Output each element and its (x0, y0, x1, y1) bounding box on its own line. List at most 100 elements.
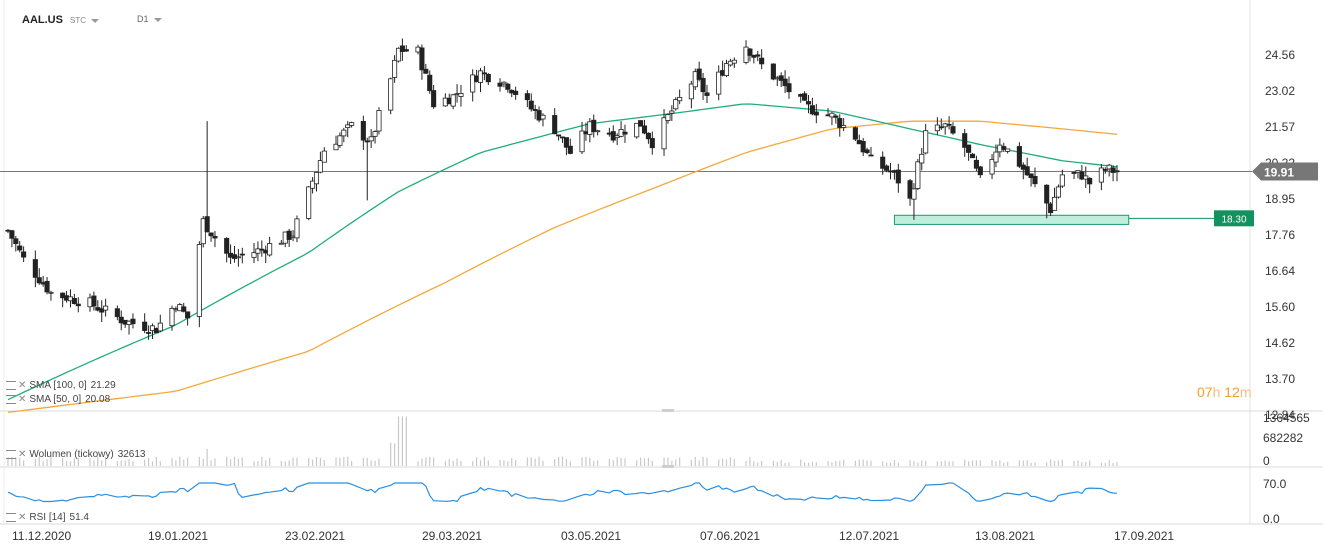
remove-indicator-icon[interactable]: ✕ (18, 394, 27, 405)
candle-body (1016, 146, 1022, 167)
indicator-list-icon[interactable] (6, 394, 16, 404)
candle (622, 124, 628, 143)
candle-body (1087, 177, 1093, 185)
candle-body (946, 123, 952, 126)
candle-body (864, 149, 870, 154)
candle (1110, 165, 1116, 182)
price-tick-label: 13.70 (1265, 372, 1295, 386)
candle-body (723, 63, 730, 76)
candle-body (239, 253, 245, 256)
candle (688, 80, 694, 109)
candle (759, 49, 765, 70)
candle-body (1005, 148, 1011, 152)
candle (1044, 184, 1050, 219)
candle (841, 118, 847, 131)
candle-body (993, 151, 999, 163)
candle (157, 314, 163, 333)
remove-indicator-icon[interactable]: ✕ (18, 380, 27, 391)
candle-body (1055, 186, 1061, 198)
candle (1059, 169, 1065, 188)
panel-resize-handle[interactable] (662, 465, 674, 468)
candle (911, 183, 917, 220)
candle (341, 127, 347, 143)
symbol-label[interactable]: AAL.US (22, 14, 63, 26)
rsi-line (7, 482, 1118, 503)
candle (528, 93, 534, 112)
candle (403, 45, 409, 52)
candle-body (962, 133, 968, 148)
legend-rsi[interactable]: ✕ RSI [14] 51.4 (6, 512, 89, 523)
indicator-list-icon[interactable] (6, 512, 16, 522)
current-price-badge (1252, 162, 1318, 181)
current-price-label: 19.91 (1264, 166, 1294, 180)
candle (9, 229, 15, 248)
candle (860, 137, 866, 156)
candle (501, 81, 507, 88)
candle (71, 293, 77, 305)
legend-sma100[interactable]: ✕ SMA [100, 0] 21.29 (6, 380, 116, 391)
candle-body (286, 230, 292, 240)
candle-body (196, 244, 202, 317)
candle (224, 237, 230, 263)
candle (372, 130, 378, 144)
candle-body (1075, 170, 1081, 173)
candle-body (829, 112, 835, 118)
candle-body (1044, 184, 1050, 204)
candle-body (540, 114, 546, 120)
candle (368, 129, 374, 148)
remove-indicator-icon[interactable]: ✕ (18, 449, 27, 460)
candle-body (313, 172, 320, 185)
candle (923, 123, 929, 155)
candle (208, 232, 214, 242)
candle-body (716, 71, 722, 95)
candle-body (267, 243, 273, 256)
candle (563, 137, 569, 156)
legend-volume[interactable]: ✕ Wolumen (tickowy) 32613 (6, 449, 146, 460)
candle-body (950, 126, 956, 134)
candle (1055, 184, 1061, 199)
candle (185, 311, 191, 326)
candle-body (146, 332, 152, 334)
panel-resize-handle[interactable] (662, 409, 674, 412)
candle-body (591, 119, 597, 133)
candle (458, 85, 464, 107)
candle-body (17, 245, 23, 251)
candle (864, 147, 870, 155)
candle (665, 113, 671, 124)
indicator-list-icon[interactable] (6, 380, 16, 390)
price-tick-label: 12.84 (1265, 408, 1295, 422)
remove-indicator-icon[interactable]: ✕ (18, 512, 27, 523)
legend-sma50[interactable]: ✕ SMA [50, 0] 20.08 (6, 394, 110, 405)
candle (286, 228, 292, 248)
candle-body (841, 125, 847, 128)
candle (880, 151, 886, 175)
instrument-type-selector[interactable]: STC (70, 16, 99, 25)
interval-selector[interactable]: D1 (137, 14, 162, 24)
candle-body (368, 136, 374, 142)
candle (388, 77, 394, 115)
candle-body (579, 130, 585, 153)
candle-body (204, 216, 210, 233)
candle (1028, 173, 1034, 187)
x-axis-date-label: 23.02.2021 (285, 529, 345, 543)
candle (579, 121, 585, 155)
candle (833, 113, 839, 124)
candle (99, 300, 105, 322)
support-level-label: 18.30 (1221, 214, 1246, 225)
candle-body (770, 63, 776, 80)
candle-body (48, 291, 54, 294)
candle-body (71, 297, 77, 305)
candle-body (485, 73, 491, 83)
candle (114, 305, 120, 321)
instrument-type-label: STC (70, 16, 86, 25)
candle (829, 111, 835, 126)
candle-body (255, 248, 261, 254)
candle (44, 276, 50, 295)
candle (532, 104, 538, 120)
indicator-list-icon[interactable] (6, 449, 16, 459)
candle (212, 231, 218, 248)
candle-body (337, 135, 343, 146)
candle-body (1024, 166, 1030, 176)
candle (673, 97, 679, 111)
